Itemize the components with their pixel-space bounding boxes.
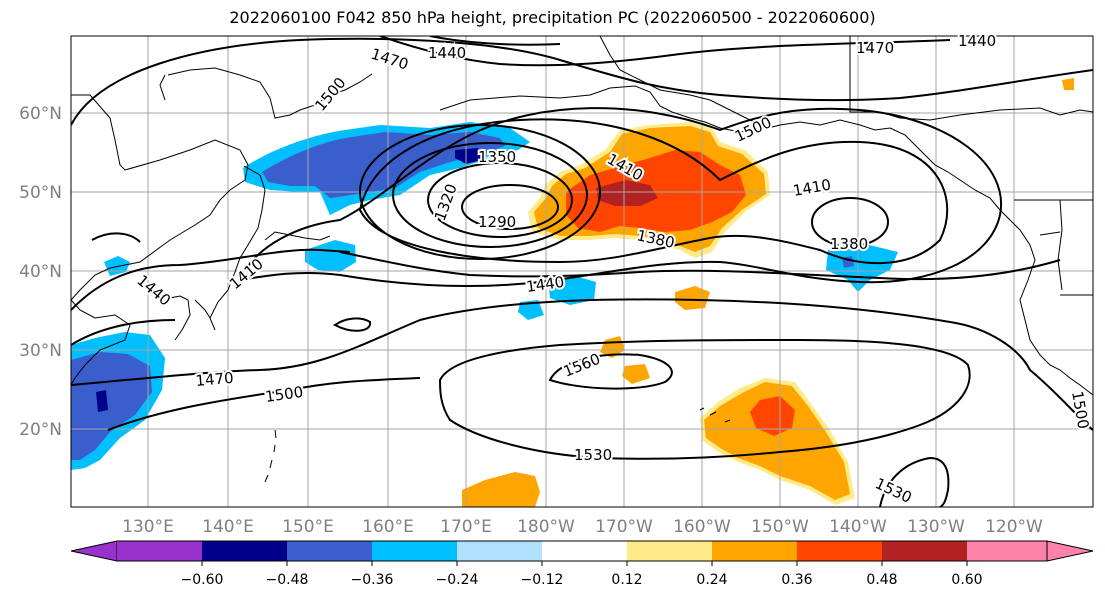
precip-area-northeast-pacific bbox=[826, 244, 898, 292]
contour-label-1410-japan: 1410 bbox=[226, 255, 267, 293]
colorbar-label-p048: 0.48 bbox=[866, 572, 897, 588]
lat-label-20n: 20°N bbox=[19, 420, 62, 440]
positive-precip-areas bbox=[462, 78, 1074, 507]
precip-area-gulf-red bbox=[566, 150, 746, 232]
colorbar-bin-1 bbox=[117, 541, 202, 561]
lon-label-160e: 160°E bbox=[362, 517, 414, 537]
lon-label-130w: 130°W bbox=[907, 517, 965, 537]
colorbar-bin-10 bbox=[882, 541, 967, 561]
colorbar-bin-2 bbox=[202, 541, 287, 561]
colorbar-bin-8 bbox=[712, 541, 797, 561]
contour-label-1440-ne: 1440 bbox=[958, 32, 996, 50]
precip-area-gulf-darkred bbox=[596, 180, 658, 206]
colorbar-bin-11 bbox=[967, 541, 1047, 561]
colorbar-label-p060: 0.60 bbox=[951, 572, 982, 588]
longitude-labels: 130°E 140°E 150°E 160°E 170°E 180°W 170°… bbox=[122, 517, 1043, 537]
precip-area-southwest bbox=[462, 472, 540, 507]
precip-area-hawaii-orange bbox=[704, 382, 850, 500]
colorbar-ticks bbox=[201, 561, 968, 566]
colorbar-bin-9 bbox=[797, 541, 882, 561]
lon-label-160w: 160°W bbox=[673, 517, 731, 537]
latitude-labels: 60°N 50°N 40°N 30°N 20°N bbox=[19, 104, 62, 440]
precip-area-west-of-mexico bbox=[1062, 78, 1074, 90]
contour-label-1500-gulf: 1500 bbox=[732, 113, 774, 145]
lat-label-60n: 60°N bbox=[19, 104, 62, 124]
contour-label-1470-ne: 1470 bbox=[856, 39, 894, 57]
precip-area-hawaii-red bbox=[750, 396, 795, 436]
precip-area-central-south bbox=[518, 300, 544, 320]
contour-label-1500: 1500 bbox=[264, 383, 304, 406]
contour-label-1410-east: 1410 bbox=[792, 176, 833, 200]
lon-label-170w: 170°W bbox=[595, 517, 653, 537]
graticule bbox=[71, 36, 1093, 507]
contour-label-1350: 1350 bbox=[478, 148, 516, 166]
height-contours bbox=[71, 36, 1093, 507]
precip-area-south-china-peak bbox=[96, 390, 108, 412]
lon-label-170e: 170°E bbox=[440, 517, 492, 537]
lon-label-150w: 150°W bbox=[751, 517, 809, 537]
precip-area-central bbox=[548, 276, 596, 305]
figure-title: 2022060100 F042 850 hPa height, precipit… bbox=[229, 8, 876, 27]
colorbar-label-p036: 0.36 bbox=[781, 572, 812, 588]
colorbar-extend-high bbox=[1046, 540, 1094, 562]
contour-label-1470: 1470 bbox=[195, 369, 235, 390]
contour-labels: 1290 1320 1350 1380 1380 1410 1410 1410 … bbox=[131, 30, 1094, 509]
precip-area-japan-sea bbox=[305, 240, 356, 272]
contour-label-1560: 1560 bbox=[561, 350, 603, 381]
colorbar-label-m048: −0.48 bbox=[266, 572, 309, 588]
colorbar-label-m060: −0.60 bbox=[181, 572, 224, 588]
contour-label-1440-north: 1440 bbox=[428, 44, 466, 62]
colorbar-extend-low bbox=[70, 540, 118, 562]
colorbar-bin-7 bbox=[627, 541, 712, 561]
lon-label-130e: 130°E bbox=[122, 517, 174, 537]
contour-label-1320: 1320 bbox=[431, 181, 461, 223]
precip-area-subtropic-3 bbox=[622, 364, 650, 384]
contour-label-1290: 1290 bbox=[478, 213, 516, 231]
map-frame bbox=[70, 35, 1094, 508]
lon-label-140w: 140°W bbox=[829, 517, 887, 537]
colorbar-label-p012: 0.12 bbox=[611, 572, 642, 588]
lon-label-120w: 120°W bbox=[985, 517, 1043, 537]
contour-label-1500-north: 1500 bbox=[311, 74, 349, 115]
precip-area-west-pacific-peak bbox=[455, 148, 482, 164]
colorbar-label-p024: 0.24 bbox=[696, 572, 727, 588]
contour-label-1530: 1530 bbox=[574, 446, 612, 464]
lat-label-40n: 40°N bbox=[19, 262, 62, 282]
contour-label-1500-edge: 1500 bbox=[1068, 390, 1092, 431]
lon-label-150e: 150°E bbox=[282, 517, 334, 537]
colorbar-bin-3 bbox=[287, 541, 372, 561]
colorbar-bin-5 bbox=[457, 541, 542, 561]
lat-label-30n: 30°N bbox=[19, 341, 62, 361]
contour-label-1440-west: 1440 bbox=[133, 271, 174, 309]
colorbar-bin-6 bbox=[542, 541, 627, 561]
precip-area-subtropic-1 bbox=[675, 286, 710, 310]
lat-label-50n: 50°N bbox=[19, 183, 62, 203]
contour-label-1470-north: 1470 bbox=[369, 45, 411, 74]
coastlines bbox=[71, 36, 1093, 483]
colorbar-bin-4 bbox=[372, 541, 457, 561]
colorbar-label-m012: −0.12 bbox=[521, 572, 564, 588]
lon-label-140e: 140°E bbox=[202, 517, 254, 537]
colorbar: −0.60 −0.48 −0.36 −0.24 −0.12 0.12 0.24 … bbox=[70, 540, 1094, 588]
colorbar-label-m036: −0.36 bbox=[351, 572, 394, 588]
lon-label-180w: 180°W bbox=[517, 517, 575, 537]
colorbar-label-m024: −0.24 bbox=[436, 572, 479, 588]
contour-label-1380-east: 1380 bbox=[830, 235, 868, 253]
colorbar-tick-labels: −0.60 −0.48 −0.36 −0.24 −0.12 0.12 0.24 … bbox=[181, 572, 983, 588]
